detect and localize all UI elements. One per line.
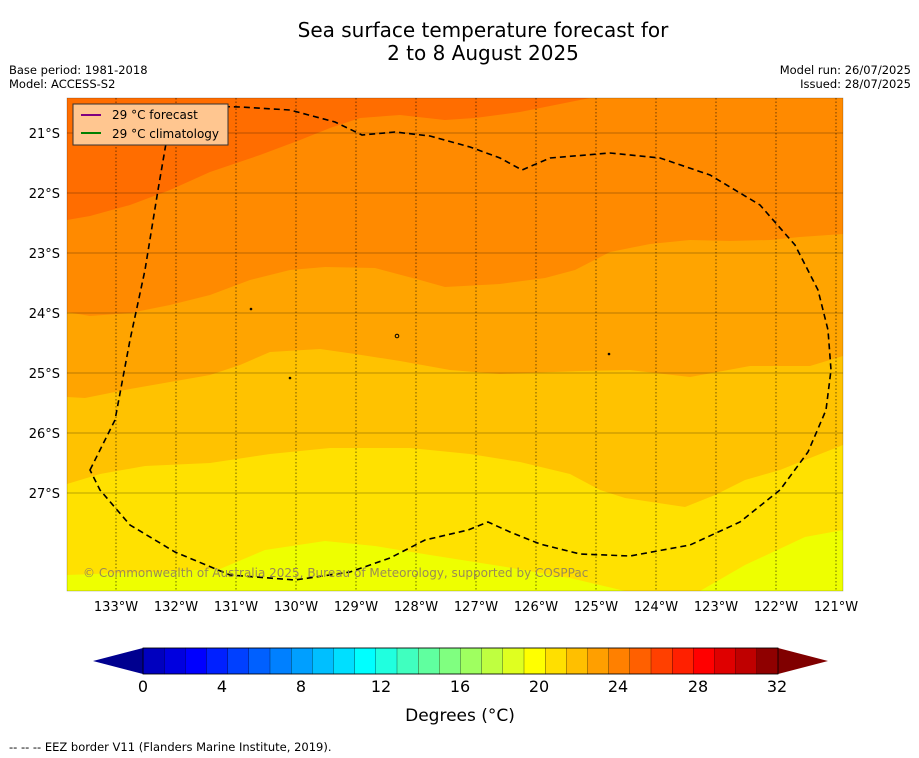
colorbar-cell [545, 647, 567, 675]
colorbar-label: Degrees (°C) [405, 706, 515, 726]
colorbar-cell [460, 647, 483, 675]
colorbar-cell [650, 647, 673, 675]
legend-forecast-label: 29 °C forecast [112, 108, 198, 122]
map-title: Sea surface temperature forecast for 2 t… [0, 19, 919, 65]
lon-label: 132°W [154, 600, 198, 615]
colorbar-ticks: 0 4 8 12 16 20 24 28 32 [138, 677, 787, 696]
model-run-text: Model run: 26/07/2025 [779, 63, 911, 77]
colorbar-cell [396, 647, 419, 675]
colorbar-cell [185, 647, 207, 675]
colorbar-outline [142, 647, 779, 675]
colorbar-cell [693, 647, 715, 675]
legend-climatology-label: 29 °C climatology [112, 127, 219, 141]
lon-label: 131°W [214, 600, 258, 615]
colorbar-tick-label: 4 [217, 677, 227, 696]
header-left-info: Base period: 1981-2018 Model: ACCESS-S2 [9, 63, 148, 91]
lat-label: 25°S [29, 367, 60, 382]
colorbar-cells [142, 647, 779, 675]
longitude-labels: 133°W 132°W 131°W 130°W 129°W 128°W 127°… [94, 600, 858, 615]
sst-band-5 [67, 530, 843, 591]
colorbar-cell [333, 647, 356, 675]
lon-label: 124°W [634, 600, 678, 615]
lon-label: 130°W [274, 600, 318, 615]
colorbar-cell [142, 647, 165, 675]
colorbar-tick-label: 32 [767, 677, 787, 696]
lon-label: 121°W [814, 600, 858, 615]
island-marker [607, 352, 611, 356]
map-frame [66, 97, 844, 592]
title-line-1: Sea surface temperature forecast for [297, 18, 669, 42]
eez-footnote: -- -- -- EEZ border V11 (Flanders Marine… [9, 740, 332, 754]
colorbar-cell [629, 647, 652, 675]
colorbar-tick-label: 8 [296, 677, 306, 696]
latitude-labels: 21°S 22°S 23°S 24°S 25°S 26°S 27°S [29, 127, 60, 502]
lat-label: 27°S [29, 487, 60, 502]
colorbar-cell [291, 647, 313, 675]
colorbar-cell [206, 647, 229, 675]
colorbar-tick-label: 16 [450, 677, 470, 696]
island-marker [249, 307, 253, 311]
colorbar-cell [672, 647, 694, 675]
lat-label: 26°S [29, 427, 60, 442]
lon-label: 122°W [754, 600, 798, 615]
lon-label: 128°W [394, 600, 438, 615]
colorbar-cell [312, 647, 334, 675]
colorbar-cell [756, 647, 779, 675]
eez-border [89, 105, 832, 581]
legend-box [72, 103, 229, 146]
colorbar-tick-label: 20 [529, 677, 549, 696]
lon-label: 129°W [334, 600, 378, 615]
colorbar-cell [566, 647, 588, 675]
colorbar-cell [164, 647, 186, 675]
colorbar-cell [502, 647, 525, 675]
colorbar-tick-label: 0 [138, 677, 148, 696]
colorbar-tick-label: 12 [371, 677, 391, 696]
meridians [115, 98, 837, 591]
colorbar-cell [587, 647, 610, 675]
lat-label: 22°S [29, 187, 60, 202]
base-period-text: Base period: 1981-2018 [9, 63, 148, 77]
title-line-2: 2 to 8 August 2025 [387, 41, 579, 65]
lat-label: 21°S [29, 127, 60, 142]
lon-label: 123°W [694, 600, 738, 615]
colorbar-tick-label: 28 [688, 677, 708, 696]
colorbar-high-extension [778, 648, 828, 674]
colorbar-cell [714, 647, 737, 675]
island-marker [288, 376, 292, 380]
sst-contour-map: © Commonwealth of Australia 2025, Bureau… [67, 98, 843, 591]
header-right-info: Model run: 26/07/2025 Issued: 28/07/2025 [780, 63, 911, 91]
lon-label: 125°W [574, 600, 618, 615]
colorbar-tick-label: 24 [608, 677, 628, 696]
lon-label: 133°W [94, 600, 138, 615]
lat-label: 23°S [29, 247, 60, 262]
island-marker [394, 333, 400, 339]
colorbar-cell [418, 647, 440, 675]
colorbar-cell [375, 647, 398, 675]
colorbar-low-extension [93, 648, 143, 674]
colorbar-cell [354, 647, 377, 675]
colorbar: 0 4 8 12 16 20 24 28 32 Degrees (°C) [93, 647, 828, 726]
colorbar-cell [523, 647, 546, 675]
colorbar-cell [608, 647, 631, 675]
copyright-text: © Commonwealth of Australia 2025, Bureau… [83, 566, 588, 580]
colorbar-cell [227, 647, 250, 675]
colorbar-cell [481, 647, 504, 675]
lon-label: 127°W [454, 600, 498, 615]
islands [249, 307, 611, 380]
colorbar-cell [735, 647, 758, 675]
issued-text: Issued: 28/07/2025 [800, 77, 911, 91]
contour-legend: 29 °C forecast 29 °C climatology [72, 103, 229, 146]
colorbar-cell [269, 647, 292, 675]
colorbar-cell [248, 647, 271, 675]
lon-label: 126°W [514, 600, 558, 615]
colorbar-cell [439, 647, 461, 675]
lat-label: 24°S [29, 307, 60, 322]
model-text: Model: ACCESS-S2 [9, 77, 116, 91]
